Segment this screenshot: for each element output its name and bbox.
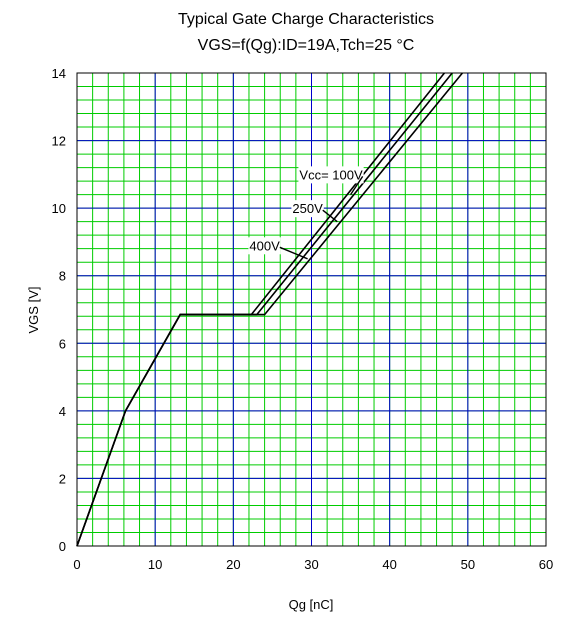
annotation-leader: [279, 246, 308, 260]
x-tick-label: 40: [382, 557, 396, 572]
chart-subtitle: VGS=f(Qg):ID=19A,Tch=25 °C: [198, 37, 415, 54]
annotations: Vcc= 100V 250V 400V: [248, 166, 364, 260]
y-axis-label: VGS [V]: [26, 287, 41, 334]
annotation-label-bg: [291, 200, 324, 218]
chart-title: Typical Gate Charge Characteristics: [178, 11, 434, 28]
annotation-label-bg: [248, 237, 281, 255]
plot-frame: [76, 72, 547, 547]
annotation-leader: [322, 209, 338, 223]
x-axis-ticks: 0 10 20 30 40 50 60: [73, 557, 553, 572]
x-tick-label: 30: [304, 557, 318, 572]
series-lines: [76, 72, 464, 547]
y-tick-label: 2: [59, 471, 66, 486]
y-axis-ticks: 0 2 4 6 8 10 12 14: [52, 66, 66, 554]
y-tick-label: 6: [59, 336, 66, 351]
x-tick-label: 50: [461, 557, 475, 572]
y-tick-label: 8: [59, 269, 66, 284]
y-tick-label: 10: [52, 201, 66, 216]
x-tick-label: 20: [226, 557, 240, 572]
x-axis-label: Qg [nC]: [289, 597, 334, 612]
y-tick-label: 14: [52, 66, 66, 81]
y-tick-label: 12: [52, 134, 66, 149]
major-grid: [76, 72, 547, 547]
x-tick-label: 0: [73, 557, 80, 572]
y-tick-label: 0: [59, 539, 66, 554]
annotation-label: 250V: [292, 201, 323, 216]
annotation-label: 400V: [249, 238, 280, 253]
x-tick-label: 10: [148, 557, 162, 572]
y-tick-label: 4: [59, 404, 66, 419]
annotation-leader: [349, 175, 364, 196]
annotation-label: Vcc= 100V: [299, 167, 363, 182]
x-tick-label: 60: [539, 557, 553, 572]
annotation-label-bg: [298, 166, 364, 184]
series-line: [76, 72, 464, 547]
